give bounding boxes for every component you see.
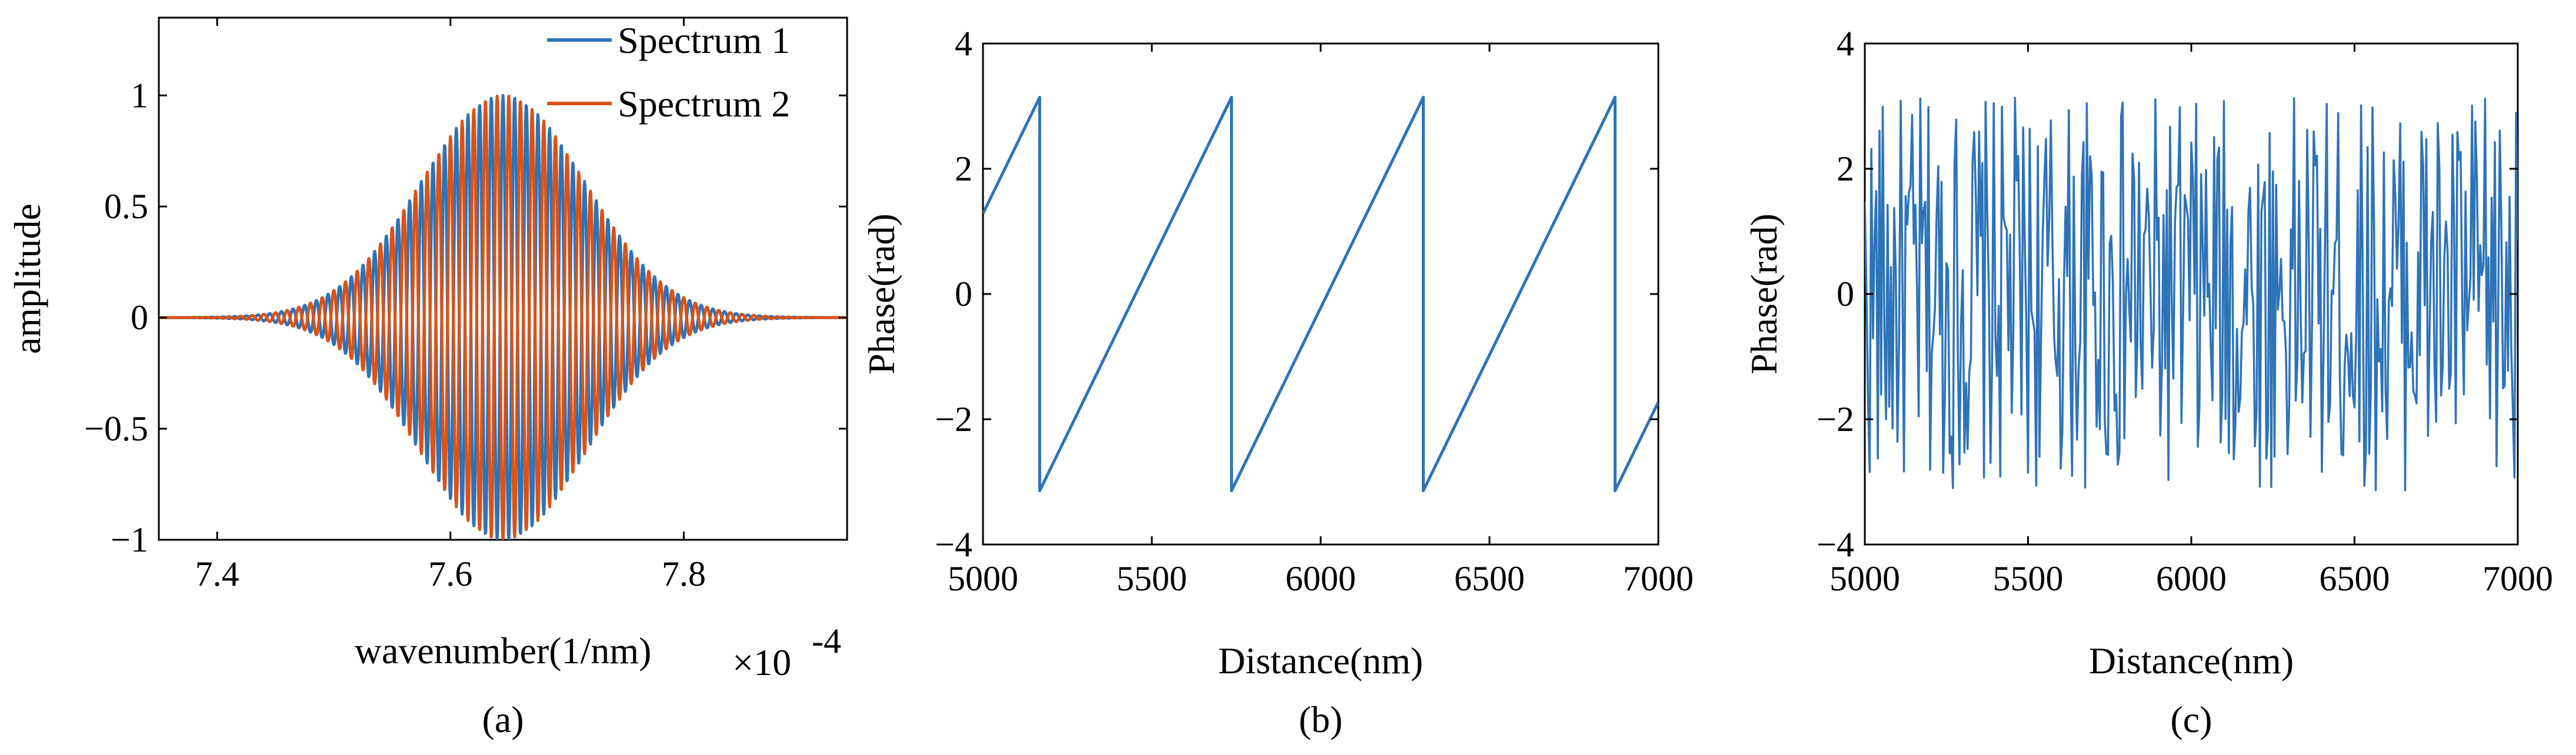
y-tick-label: 0 (131, 298, 148, 337)
y-axis-label: Phase(rad) (1743, 213, 1785, 375)
y-tick-label: −2 (1817, 400, 1854, 439)
series-line-1 (1865, 96, 2518, 492)
x-tick-label: 5000 (1829, 559, 1900, 598)
panel-c: 5000 5500 6000 6500 7000 −4 −2 0 2 4 Phase(rad) D… (1743, 24, 2553, 740)
x-tick-label: 5500 (1993, 559, 2064, 598)
x-axis-label: wavenumber(1/nm) (355, 630, 652, 672)
y-tick-label: 4 (1837, 24, 1854, 63)
x-tick-label: 5500 (1117, 559, 1187, 598)
series-line-1 (159, 93, 847, 540)
legend-label-spectrum-2: Spectrum 2 (618, 83, 790, 125)
x-tick-label: 7000 (1623, 559, 1694, 598)
series-layer (1865, 96, 2518, 492)
x-axis-label: Distance(nm) (2089, 640, 2294, 681)
y-tick-label: 0 (955, 275, 972, 313)
y-tick-label: 0 (1837, 275, 1854, 313)
tick-layer: 5000 5500 6000 6500 7000 −4 −2 0 2 4 (1817, 24, 2553, 598)
legend[interactable]: Spectrum 1 Spectrum 2 (547, 19, 790, 125)
tick-layer: 7.4 7.6 7.8 −1 −0.5 0 0.5 1 (84, 18, 847, 593)
panel-caption-b: (b) (1299, 699, 1343, 740)
y-tick-label: −2 (935, 400, 972, 439)
x-scale-exponent: -4 (812, 622, 841, 660)
x-tick-label: 7.8 (662, 554, 706, 593)
y-tick-label: 2 (1837, 149, 1854, 188)
x-tick-label: 6000 (2156, 559, 2227, 598)
plot-frame (982, 42, 1659, 546)
x-tick-label: 6500 (1454, 559, 1525, 598)
series-line-2 (159, 95, 847, 540)
x-tick-label: 7.4 (195, 554, 239, 593)
x-tick-label: 7.6 (428, 554, 472, 593)
tick-layer: 5000 5500 6000 6500 7000 −4 −2 0 2 4 (935, 24, 1694, 598)
y-tick-label: 1 (131, 76, 148, 115)
y-tick-label: −1 (111, 520, 148, 559)
plot-frame (1864, 42, 2519, 546)
x-tick-label: 6500 (2320, 559, 2390, 598)
panel-b: 5000 5500 6000 6500 7000 −4 −2 0 2 4 Phase(rad) D… (861, 24, 1694, 740)
y-tick-label: −4 (1817, 525, 1854, 564)
x-tick-label: 6000 (1285, 559, 1356, 598)
panel-caption-c: (c) (2170, 699, 2212, 740)
y-axis-label: Phase(rad) (861, 213, 902, 375)
panel-a: 7.4 7.6 7.8 −1 −0.5 0 0.5 1 Spectrum 1 Spectrum… (6, 16, 848, 740)
x-axis-label: Distance(nm) (1218, 640, 1423, 681)
y-tick-label: 2 (955, 149, 972, 188)
panel-caption-a: (a) (482, 699, 524, 740)
series-layer (983, 95, 1658, 493)
y-tick-label: 4 (955, 24, 972, 63)
x-tick-label: 5000 (948, 559, 1018, 598)
series-line-1 (983, 95, 1658, 493)
y-tick-label: −4 (935, 525, 972, 564)
x-tick-label: 7000 (2482, 559, 2553, 598)
legend-label-spectrum-1: Spectrum 1 (618, 19, 790, 61)
series-layer (159, 93, 847, 540)
y-tick-label: 0.5 (104, 187, 148, 226)
y-tick-label: −0.5 (84, 409, 148, 448)
y-axis-label: amplitude (6, 203, 48, 354)
x-scale-factor: ×10 (732, 642, 791, 683)
